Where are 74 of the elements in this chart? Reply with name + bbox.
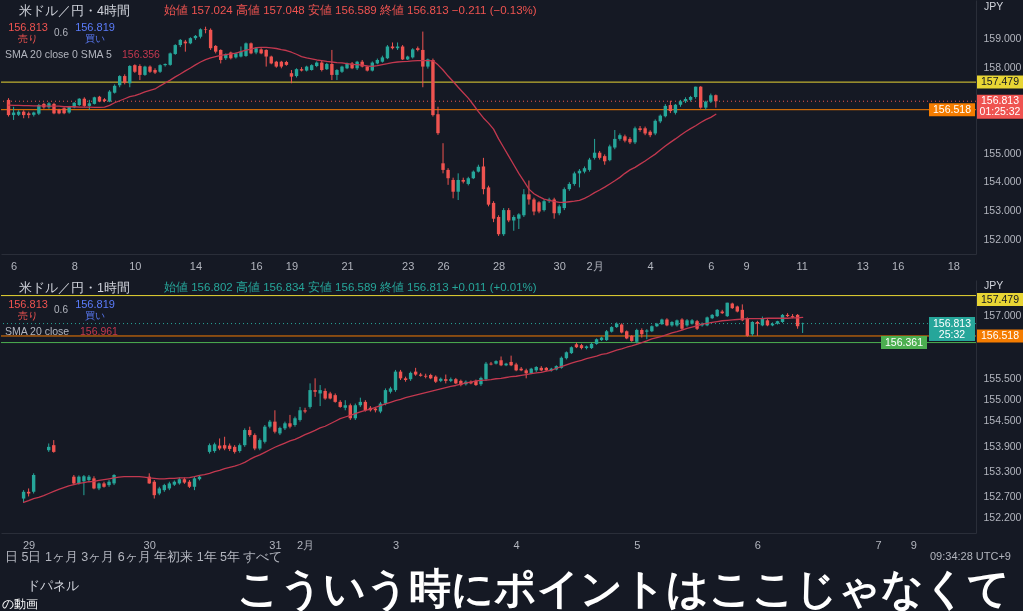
x-tick-label: 9	[743, 259, 750, 272]
ref-line-label: 156.518	[981, 328, 1020, 341]
annotation: 156.961	[80, 325, 119, 337]
annotation: 買い	[85, 310, 105, 321]
x-tick-label: 6	[754, 538, 761, 551]
x-tick-label: 9	[910, 538, 917, 551]
x-tick-label: 7	[875, 538, 882, 551]
y-tick-label: 157.000	[983, 309, 1022, 322]
x-tick-label: 13	[856, 259, 869, 272]
x-tick-label: 11	[796, 259, 808, 272]
y-tick-label: 154.000	[983, 175, 1022, 188]
x-tick-label: 4	[647, 259, 654, 272]
annotation: 156.813	[8, 298, 48, 310]
annotation: 156.813	[8, 21, 48, 33]
text: JPY	[984, 279, 1004, 291]
text: ドパネル	[27, 579, 79, 593]
x-tick-label: 29	[22, 538, 36, 551]
y-tick-label: 155.500	[983, 372, 1022, 385]
annotation: SMA 20 close	[5, 325, 70, 337]
text: 09:34:28 UTC+9	[929, 550, 1011, 562]
x-tick-label: 4	[513, 538, 520, 551]
x-tick-label: 2月	[586, 259, 604, 272]
y-tick-label: 152.200	[983, 510, 1022, 523]
x-tick-label: 16	[250, 259, 263, 272]
y-tick-label: 158.000	[983, 60, 1022, 73]
x-tick-label: 6	[708, 259, 715, 272]
x-tick-label: 16	[892, 259, 905, 272]
chart-title: 米ドル／円・1時間	[19, 281, 130, 295]
annotation: 売り	[18, 33, 38, 44]
x-tick-label: 23	[402, 259, 415, 272]
chart-title: 米ドル／円・4時間	[19, 4, 130, 18]
x-tick-label: 14	[189, 259, 203, 272]
ref-line-label: 156.518	[933, 102, 972, 115]
annotation: 156.819	[75, 21, 115, 33]
y-tick-label: 153.900	[983, 439, 1022, 452]
y-tick-label: 154.500	[983, 414, 1022, 427]
x-tick-label: 30	[553, 259, 566, 272]
ref-line-label: 157.479	[981, 75, 1020, 88]
ref-line-label: 156.813 25:32	[933, 316, 972, 340]
annotation: 買い	[85, 33, 105, 44]
annotation: 始値 157.024 高値 157.048 安値 156.589 終値 156.813 −0.211 (−0.13%)	[164, 3, 537, 16]
y-tick-label: 153.300	[983, 464, 1022, 477]
annotation: 0.6	[54, 304, 69, 315]
x-tick-label: 19	[285, 259, 299, 272]
annotation: 156.819	[75, 298, 115, 310]
x-tick-label: 18	[947, 259, 960, 272]
text: JPY	[984, 0, 1004, 12]
x-tick-label: 10	[129, 259, 142, 272]
x-tick-label: 31	[269, 538, 282, 551]
ref-line-label: 156.813 01:25:32	[979, 94, 1021, 118]
x-tick-label: 8	[71, 259, 78, 272]
y-tick-label: 152.000	[983, 232, 1022, 245]
x-tick-label: 26	[437, 259, 450, 272]
ref-line-label: 157.479	[981, 292, 1020, 305]
x-tick-label: 30	[143, 538, 156, 551]
annotation: 0.6	[54, 27, 69, 38]
y-tick-label: 155.000	[983, 393, 1022, 406]
x-tick-label: 3	[392, 538, 400, 551]
y-tick-label: 153.000	[983, 204, 1022, 217]
y-tick-label: 155.000	[983, 146, 1022, 159]
y-tick-label: 152.700	[983, 489, 1022, 502]
x-tick-label: 6	[11, 259, 18, 272]
text: の動画	[2, 597, 38, 611]
x-tick-label: 21	[341, 259, 354, 272]
x-tick-label: 2月	[296, 538, 315, 551]
text: 日 5日 1ヶ月 3ヶ月 6ヶ月 年初来 1年 5年 すべて	[5, 550, 283, 564]
x-tick-label: 28	[492, 259, 506, 272]
ref-line-label: 156.361	[885, 335, 924, 348]
x-tick-label: 5	[634, 538, 641, 551]
annotation: 売り	[18, 310, 38, 321]
annotation: 156.356	[122, 48, 161, 60]
y-tick-label: 159.000	[983, 31, 1022, 44]
annotation: SMA 20 close 0 SMA 5	[5, 48, 112, 60]
annotation: 始値 156.802 高値 156.834 安値 156.589 終値 156.813 +0.011 (+0.01%)	[164, 280, 537, 293]
